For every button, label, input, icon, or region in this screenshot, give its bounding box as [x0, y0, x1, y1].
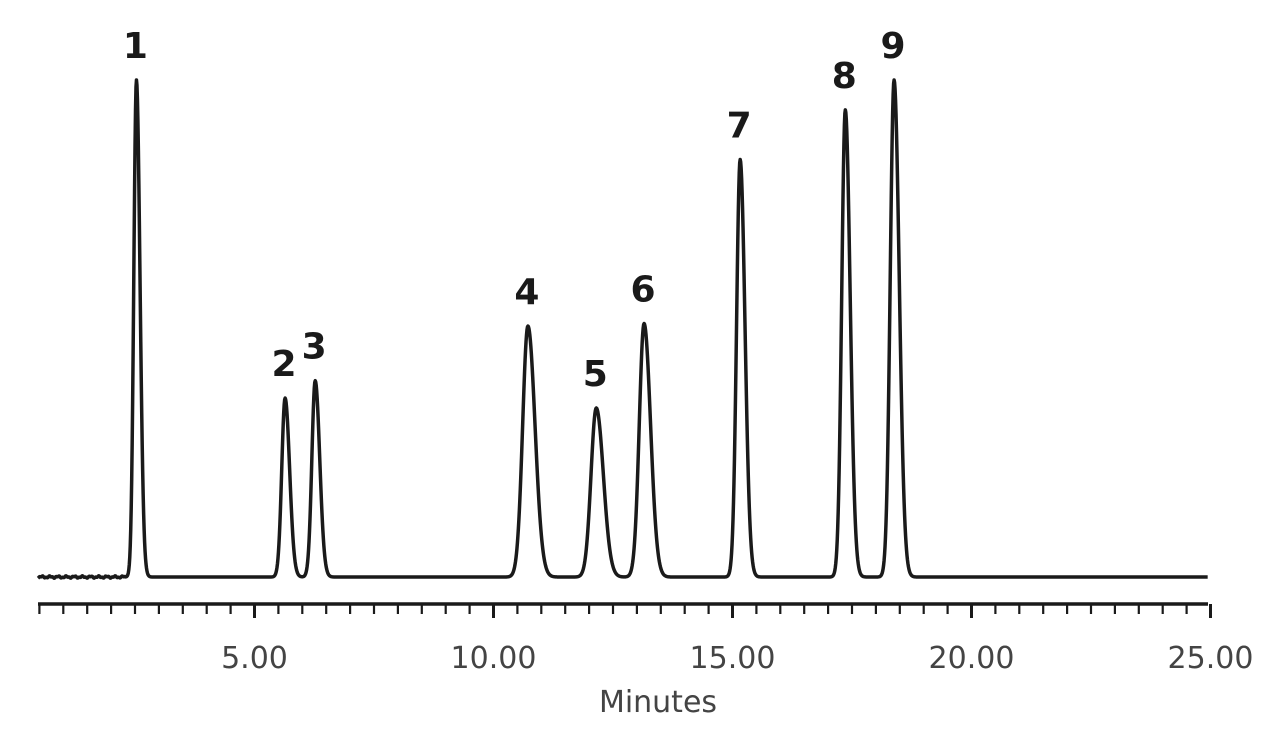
peak-label-5: 5	[583, 354, 608, 395]
peak-label-7: 7	[727, 106, 752, 147]
x-tick-label: 20.00	[929, 641, 1015, 676]
peak-label-6: 6	[631, 270, 656, 311]
x-axis: 5.00 10.00 15.00 20.00 25.00	[38, 602, 1254, 676]
peak-label-8: 8	[832, 56, 857, 97]
x-axis-title: Minutes	[599, 685, 717, 720]
x-tick-label: 25.00	[1168, 641, 1254, 676]
peak-label-2: 2	[272, 344, 297, 385]
peak-label-1: 1	[123, 26, 148, 67]
peak-label-9: 9	[881, 26, 906, 67]
peak-label-4: 4	[514, 272, 539, 313]
signal-layer	[36, 78, 1209, 580]
peak-label-3: 3	[302, 327, 327, 368]
x-tick-label: 5.00	[221, 641, 288, 676]
x-tick-label: 10.00	[451, 641, 537, 676]
x-tick-label: 15.00	[690, 641, 776, 676]
chromatogram-trace	[36, 78, 1209, 580]
